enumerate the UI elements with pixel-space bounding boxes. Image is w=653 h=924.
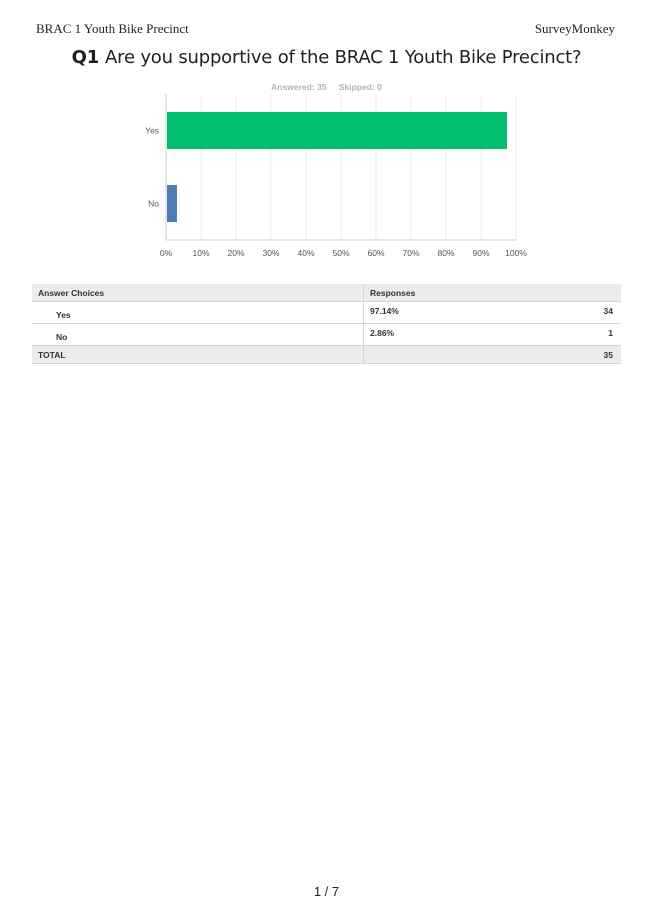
x-tick-label: 40%	[297, 248, 314, 258]
page-number: 1 / 7	[313, 884, 340, 899]
bar-no	[167, 185, 178, 222]
x-tick-label: 20%	[227, 248, 244, 258]
total-label: TOTAL	[32, 346, 364, 363]
category-label: No	[148, 199, 159, 209]
x-tick-label: 70%	[402, 248, 419, 258]
choice-label: No	[32, 324, 364, 345]
response-percent: 97.14%	[370, 306, 399, 316]
table-row: No 2.86% 1	[32, 324, 621, 346]
x-tick-label: 100%	[505, 248, 527, 258]
responses-header: Responses	[370, 288, 416, 298]
document-header-source: SurveyMonkey	[534, 21, 615, 36]
table-row: Yes 97.14% 34	[32, 302, 621, 324]
table-header-row: Answer Choices Responses	[32, 284, 621, 302]
bar-chart: 0% 10% 20% 30% 40% 50% 60% 70% 80% 90% 100% Yes No	[145, 94, 527, 258]
bar-yes	[167, 112, 507, 149]
table-total-row: TOTAL 35	[32, 346, 621, 364]
answer-choices-header: Answer Choices	[32, 284, 364, 301]
response-percent: 2.86%	[370, 328, 395, 338]
total-count: 35	[603, 350, 613, 360]
x-tick-label: 90%	[472, 248, 489, 258]
x-tick-label: 30%	[262, 248, 279, 258]
skipped-count: Skipped: 0	[338, 82, 382, 92]
response-stats: Answered: 35 Skipped: 0	[0, 82, 653, 92]
answer-table: Answer Choices Responses Yes 97.14% 34 N…	[32, 284, 621, 364]
document-header-title: BRAC 1 Youth Bike Precinct	[36, 21, 189, 36]
x-tick-label: 80%	[437, 248, 454, 258]
category-label: Yes	[145, 126, 159, 136]
x-tick-label: 50%	[332, 248, 349, 258]
x-tick-label: 10%	[192, 248, 209, 258]
choice-label: Yes	[32, 302, 364, 323]
question-number: Q1	[71, 47, 100, 68]
question-title: Q1 Are you supportive of the BRAC 1 Youth…	[0, 47, 653, 68]
response-count: 34	[603, 306, 613, 316]
x-tick-label: 60%	[367, 248, 384, 258]
response-count: 1	[608, 328, 613, 338]
x-tick-label: 0%	[160, 248, 173, 258]
answered-count: Answered: 35	[271, 82, 327, 92]
question-text: Are you supportive of the BRAC 1 Youth B…	[105, 47, 582, 68]
